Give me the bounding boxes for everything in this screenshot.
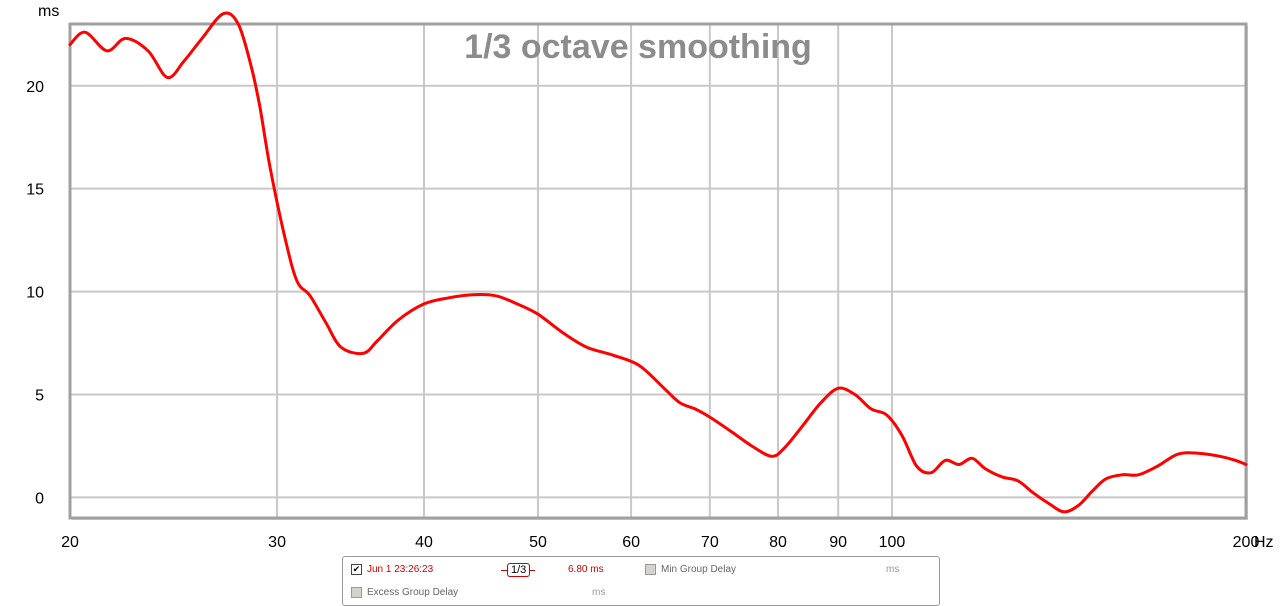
y-tick-labels: 0 5 10 15 20 bbox=[26, 79, 44, 508]
plot-border bbox=[68, 22, 1248, 520]
series-trace-group bbox=[68, 11, 1248, 514]
smoothing-button[interactable]: 1/3 bbox=[507, 563, 531, 577]
x-tick-labels: 20 30 40 50 60 70 80 90 100 200 bbox=[61, 534, 1259, 551]
excess-group-delay-value: ms bbox=[592, 587, 606, 598]
y-tick-label: 0 bbox=[35, 490, 44, 507]
y-tick-label: 10 bbox=[26, 285, 44, 302]
excess-group-delay-label: Excess Group Delay bbox=[367, 587, 459, 598]
series-value: 6.80 ms bbox=[568, 564, 604, 575]
x-tick-label: 90 bbox=[829, 534, 847, 551]
group-delay-chart: 1/3 octave smoothing 0 5 10 15 20 20 30 40 50 60… bbox=[26, 3, 1274, 551]
min-group-delay-value: ms bbox=[886, 564, 900, 575]
plot-frame-shadow bbox=[70, 24, 1248, 520]
x-tick-label: 200 bbox=[1233, 534, 1260, 551]
excess-group-delay-checkbox[interactable] bbox=[351, 587, 362, 598]
series-line bbox=[68, 11, 1248, 514]
plot-background bbox=[70, 24, 1246, 518]
y-tick-label: 5 bbox=[35, 388, 44, 405]
x-tick-label: 60 bbox=[622, 534, 640, 551]
min-group-delay-label: Min Group Delay bbox=[661, 564, 737, 575]
x-tick-label: 100 bbox=[879, 534, 906, 551]
x-tick-label: 80 bbox=[769, 534, 787, 551]
chart-title: 1/3 octave smoothing bbox=[464, 28, 812, 66]
plot-frame bbox=[68, 22, 1248, 520]
x-axis-unit: Hz bbox=[1254, 534, 1274, 551]
x-tick-label: 40 bbox=[415, 534, 433, 551]
x-tick-label: 50 bbox=[529, 534, 547, 551]
series-label: Jun 1 23:26:23 bbox=[367, 564, 434, 575]
min-group-delay-checkbox[interactable] bbox=[645, 564, 656, 575]
series-checkbox[interactable]: ✔ bbox=[351, 564, 362, 575]
y-tick-label: 15 bbox=[26, 182, 44, 199]
legend-panel: ✔ Jun 1 23:26:23 1/3 6.80 ms Min Group D… bbox=[342, 556, 940, 606]
y-axis-unit: ms bbox=[38, 3, 59, 20]
x-tick-label: 70 bbox=[701, 534, 719, 551]
x-tick-label: 30 bbox=[268, 534, 286, 551]
y-tick-label: 20 bbox=[26, 79, 44, 96]
x-tick-label: 20 bbox=[61, 534, 79, 551]
